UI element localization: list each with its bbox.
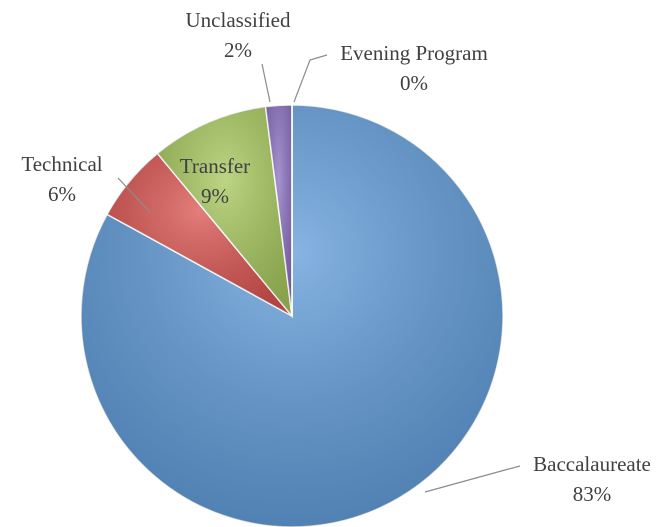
- slice-value-label: 0%: [400, 71, 428, 95]
- leader-line: [261, 63, 271, 103]
- leader-line: [293, 54, 328, 103]
- slice-label: Evening Program: [340, 41, 488, 65]
- slice-value-label: 83%: [573, 482, 612, 506]
- slice-label: Unclassified: [186, 8, 291, 32]
- slice-label: Transfer: [180, 154, 250, 178]
- labels: Baccalaureate 83% Technical 6% Transfer 9% Unc…: [21, 8, 651, 506]
- slice-value-label: 9%: [201, 184, 229, 208]
- slice-value-label: 6%: [48, 182, 76, 206]
- slice-value-label: 2%: [224, 38, 252, 62]
- leader-line: [117, 177, 151, 213]
- leader-line: [424, 465, 521, 493]
- slice-label: Technical: [21, 152, 102, 176]
- slice-label: Baccalaureate: [533, 452, 651, 476]
- pie: [80, 104, 504, 527]
